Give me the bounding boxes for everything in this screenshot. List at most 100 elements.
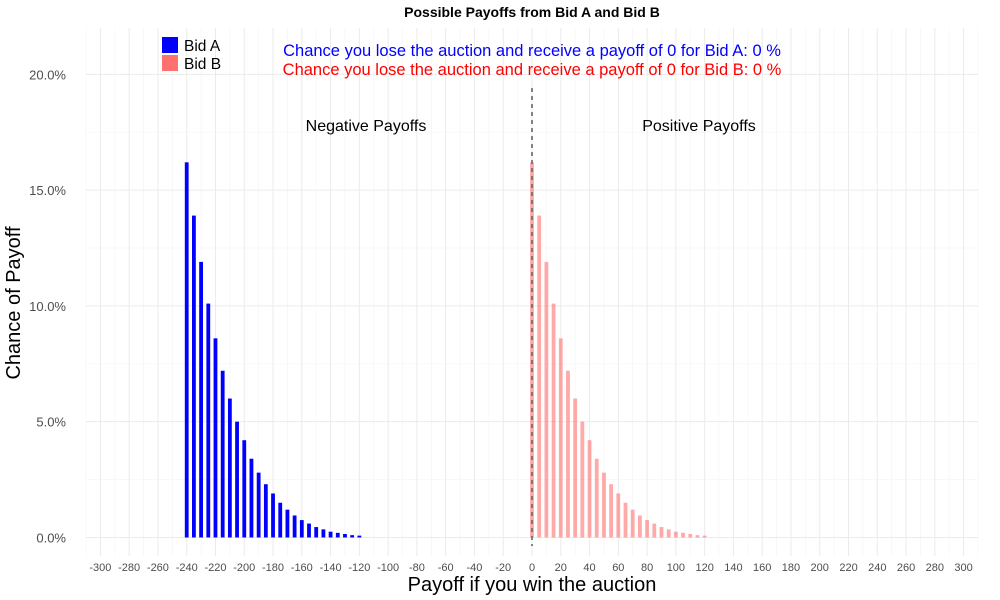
bar-bid-b — [688, 534, 693, 538]
bar-bid-a — [357, 535, 362, 538]
x-tick-label: -300 — [89, 562, 111, 574]
bar-bid-b — [566, 370, 570, 538]
legend-label-bid-b: Bid B — [184, 56, 221, 73]
x-tick-label: -200 — [233, 562, 255, 574]
bar-bid-b — [551, 303, 556, 538]
x-tick-label: 240 — [868, 562, 886, 574]
bar-bid-b — [702, 535, 707, 538]
bars-layer — [184, 162, 707, 538]
x-tick-label: -100 — [377, 562, 399, 574]
y-tick-labels: 0.0% 5.0% 10.0% 15.0% 20.0% — [29, 67, 66, 545]
x-tick-label: -280 — [118, 562, 140, 574]
y-tick-label: 15.0% — [29, 183, 66, 198]
bar-bid-a — [235, 421, 239, 538]
legend-label-bid-a: Bid A — [184, 38, 221, 55]
bar-bid-a — [307, 523, 311, 538]
x-tick-label: -20 — [495, 562, 511, 574]
bar-bid-a — [220, 370, 225, 538]
bar-bid-b — [544, 261, 549, 538]
bar-bid-b — [623, 502, 628, 538]
bar-bid-b — [580, 421, 585, 538]
bar-bid-a — [199, 261, 203, 538]
bar-bid-a — [184, 162, 189, 538]
x-tick-label: 260 — [897, 562, 915, 574]
bar-bid-a — [249, 458, 254, 538]
legend-swatch-bid-b — [162, 55, 178, 71]
bar-bid-b — [573, 398, 578, 538]
x-tick-label: -80 — [409, 562, 425, 574]
bar-bid-a — [299, 520, 304, 538]
x-tick-label: 300 — [954, 562, 972, 574]
bar-bid-b — [616, 493, 621, 538]
bar-bid-a — [213, 338, 218, 538]
bar-bid-a — [278, 502, 283, 538]
x-tick-label: -160 — [291, 562, 313, 574]
bar-bid-a — [256, 472, 261, 538]
chart-title: Possible Payoffs from Bid A and Bid B — [404, 4, 660, 20]
bar-bid-b — [530, 162, 534, 538]
positive-payoffs-label: Positive Payoffs — [642, 118, 756, 135]
y-tick-label: 20.0% — [29, 67, 66, 82]
bar-bid-b — [594, 458, 599, 538]
bar-bid-b — [587, 440, 592, 538]
x-tick-label: 280 — [926, 562, 944, 574]
bar-bid-b — [645, 520, 649, 538]
legend: Bid A Bid B — [162, 37, 221, 73]
bar-bid-b — [666, 529, 671, 538]
x-tick-label: 180 — [782, 562, 800, 574]
x-tick-label: 80 — [641, 562, 653, 574]
negative-payoffs-label: Negative Payoffs — [306, 118, 427, 135]
bar-bid-a — [314, 527, 319, 538]
x-tick-label: 60 — [612, 562, 624, 574]
bar-bid-a — [285, 509, 290, 538]
x-tick-label: -40 — [466, 562, 482, 574]
bar-bid-b — [695, 535, 700, 538]
bar-bid-a — [321, 529, 326, 538]
x-axis-label: Payoff if you win the auction — [408, 574, 657, 596]
x-tick-label: 120 — [695, 562, 713, 574]
annotation-bid-b: Chance you lose the auction and receive … — [283, 61, 782, 79]
bar-bid-b — [652, 523, 657, 538]
annotation-bid-a: Chance you lose the auction and receive … — [283, 42, 781, 60]
bar-bid-a — [350, 535, 355, 538]
bar-bid-a — [328, 531, 333, 538]
x-tick-label: -260 — [147, 562, 169, 574]
x-tick-label: 160 — [753, 562, 771, 574]
bar-bid-b — [602, 472, 606, 538]
x-tick-label: 20 — [555, 562, 567, 574]
y-axis-label: Chance of Payoff — [3, 226, 25, 380]
bar-bid-b — [659, 527, 664, 538]
legend-swatch-bid-a — [162, 37, 178, 53]
y-tick-label: 5.0% — [36, 415, 66, 430]
x-tick-label: 200 — [811, 562, 829, 574]
y-tick-label: 10.0% — [29, 299, 66, 314]
y-tick-label: 0.0% — [36, 530, 66, 545]
bar-bid-a — [343, 534, 347, 538]
bar-bid-a — [227, 398, 232, 538]
bar-bid-a — [271, 493, 275, 538]
x-tick-label: -120 — [348, 562, 370, 574]
bar-bid-b — [681, 532, 685, 538]
x-tick-label: 220 — [839, 562, 857, 574]
bar-bid-b — [537, 215, 542, 538]
x-tick-label: 0 — [529, 562, 535, 574]
x-tick-label: 140 — [724, 562, 742, 574]
bar-bid-b — [558, 338, 563, 538]
x-tick-label: 100 — [667, 562, 685, 574]
bar-bid-a — [242, 440, 247, 538]
bar-bid-a — [292, 515, 297, 538]
x-tick-label: -140 — [320, 562, 342, 574]
bar-bid-a — [206, 303, 211, 538]
x-tick-labels: -300 -280 -260 -240 -220 -200 -180 -160 -140 -120… — [89, 562, 972, 574]
bar-bid-a — [192, 215, 196, 538]
bar-bid-b — [638, 515, 642, 538]
grid-layer — [85, 28, 979, 556]
bar-bid-a — [263, 484, 268, 538]
bar-bid-b — [630, 509, 635, 538]
bar-bid-b — [609, 484, 614, 538]
bar-bid-a — [335, 532, 340, 538]
x-tick-label: -240 — [176, 562, 198, 574]
x-tick-label: -60 — [438, 562, 454, 574]
